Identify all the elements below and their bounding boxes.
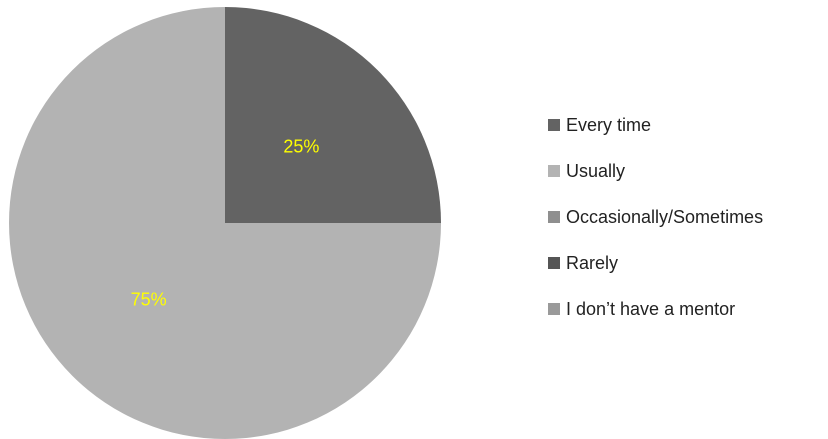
data-label-1: 25% [283,137,319,157]
legend-item-5: I don’t have a mentor [548,298,828,320]
legend-label: I don’t have a mentor [566,298,736,319]
legend-swatch-icon [548,257,560,269]
legend: Every time Usually Occasionally/Sometimes R… [548,114,828,344]
legend-swatch-icon [548,165,560,177]
pie-slice-2 [9,7,441,439]
legend-swatch-icon [548,119,560,131]
legend-item-2: Usually [548,160,828,182]
legend-item-1: Every time [548,114,828,136]
legend-swatch-icon [548,303,560,315]
legend-label: Every time [566,114,652,135]
pie-data-labels: 25% 75% [131,137,320,310]
pie-slices [9,7,441,439]
legend-item-3: Occasionally/Sometimes [548,206,828,228]
legend-label: Occasionally/Sometimes [566,206,764,227]
legend-label: Usually [566,160,626,181]
legend-label: Rarely [566,252,619,273]
data-label-2: 75% [131,289,167,309]
pie-slice-1 [225,7,441,223]
legend-swatch-icon [548,211,560,223]
legend-item-4: Rarely [548,252,828,274]
